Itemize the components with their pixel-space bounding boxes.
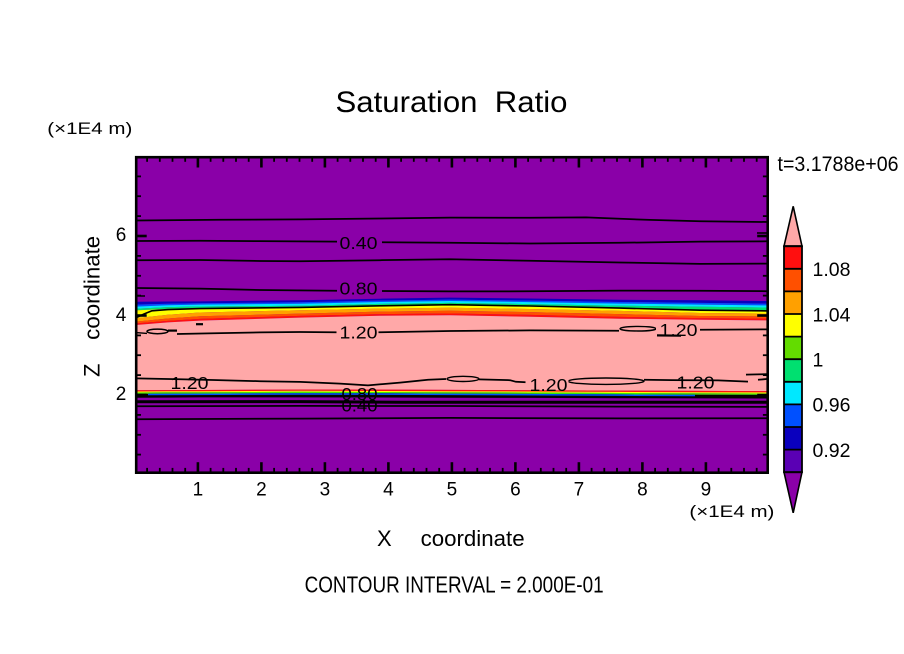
svg-text:1: 1	[193, 479, 204, 500]
svg-text:4: 4	[383, 479, 394, 500]
svg-text:5: 5	[447, 479, 458, 500]
svg-text:coordinate: coordinate	[421, 526, 525, 551]
svg-text:(×1E4 m): (×1E4 m)	[689, 502, 774, 521]
svg-text:9: 9	[701, 479, 712, 500]
svg-text:1: 1	[813, 350, 824, 372]
svg-text:coordinate: coordinate	[80, 236, 105, 340]
svg-text:0.40: 0.40	[340, 233, 378, 253]
svg-text:0.40: 0.40	[342, 396, 378, 416]
svg-text:1.20: 1.20	[660, 320, 698, 340]
svg-text:2: 2	[116, 384, 127, 405]
svg-text:t=3.1788e+06: t=3.1788e+06	[778, 153, 899, 176]
svg-text:1.20: 1.20	[677, 372, 715, 392]
svg-text:6: 6	[116, 225, 127, 246]
svg-text:0.80: 0.80	[342, 384, 378, 404]
svg-text:1.20: 1.20	[171, 373, 209, 393]
svg-text:0.92: 0.92	[813, 440, 851, 462]
svg-text:X: X	[377, 526, 392, 551]
svg-text:4: 4	[116, 305, 127, 326]
svg-text:0.96: 0.96	[813, 395, 851, 417]
svg-text:0.80: 0.80	[340, 279, 378, 299]
svg-text:Saturation Ratio: Saturation Ratio	[336, 86, 568, 119]
svg-text:6: 6	[510, 479, 521, 500]
svg-text:1.20: 1.20	[530, 375, 568, 395]
svg-text:8: 8	[637, 479, 648, 500]
svg-text:2: 2	[256, 479, 267, 500]
svg-text:(×1E4 m): (×1E4 m)	[47, 119, 132, 138]
svg-text:1.04: 1.04	[813, 304, 851, 326]
svg-text:7: 7	[574, 479, 585, 500]
svg-text:1.20: 1.20	[340, 323, 378, 343]
svg-text:3: 3	[320, 479, 331, 500]
svg-text:Z: Z	[80, 364, 105, 377]
svg-text:CONTOUR INTERVAL = 2.000E-01: CONTOUR INTERVAL = 2.000E-01	[305, 572, 604, 598]
svg-text:1.08: 1.08	[813, 259, 851, 281]
